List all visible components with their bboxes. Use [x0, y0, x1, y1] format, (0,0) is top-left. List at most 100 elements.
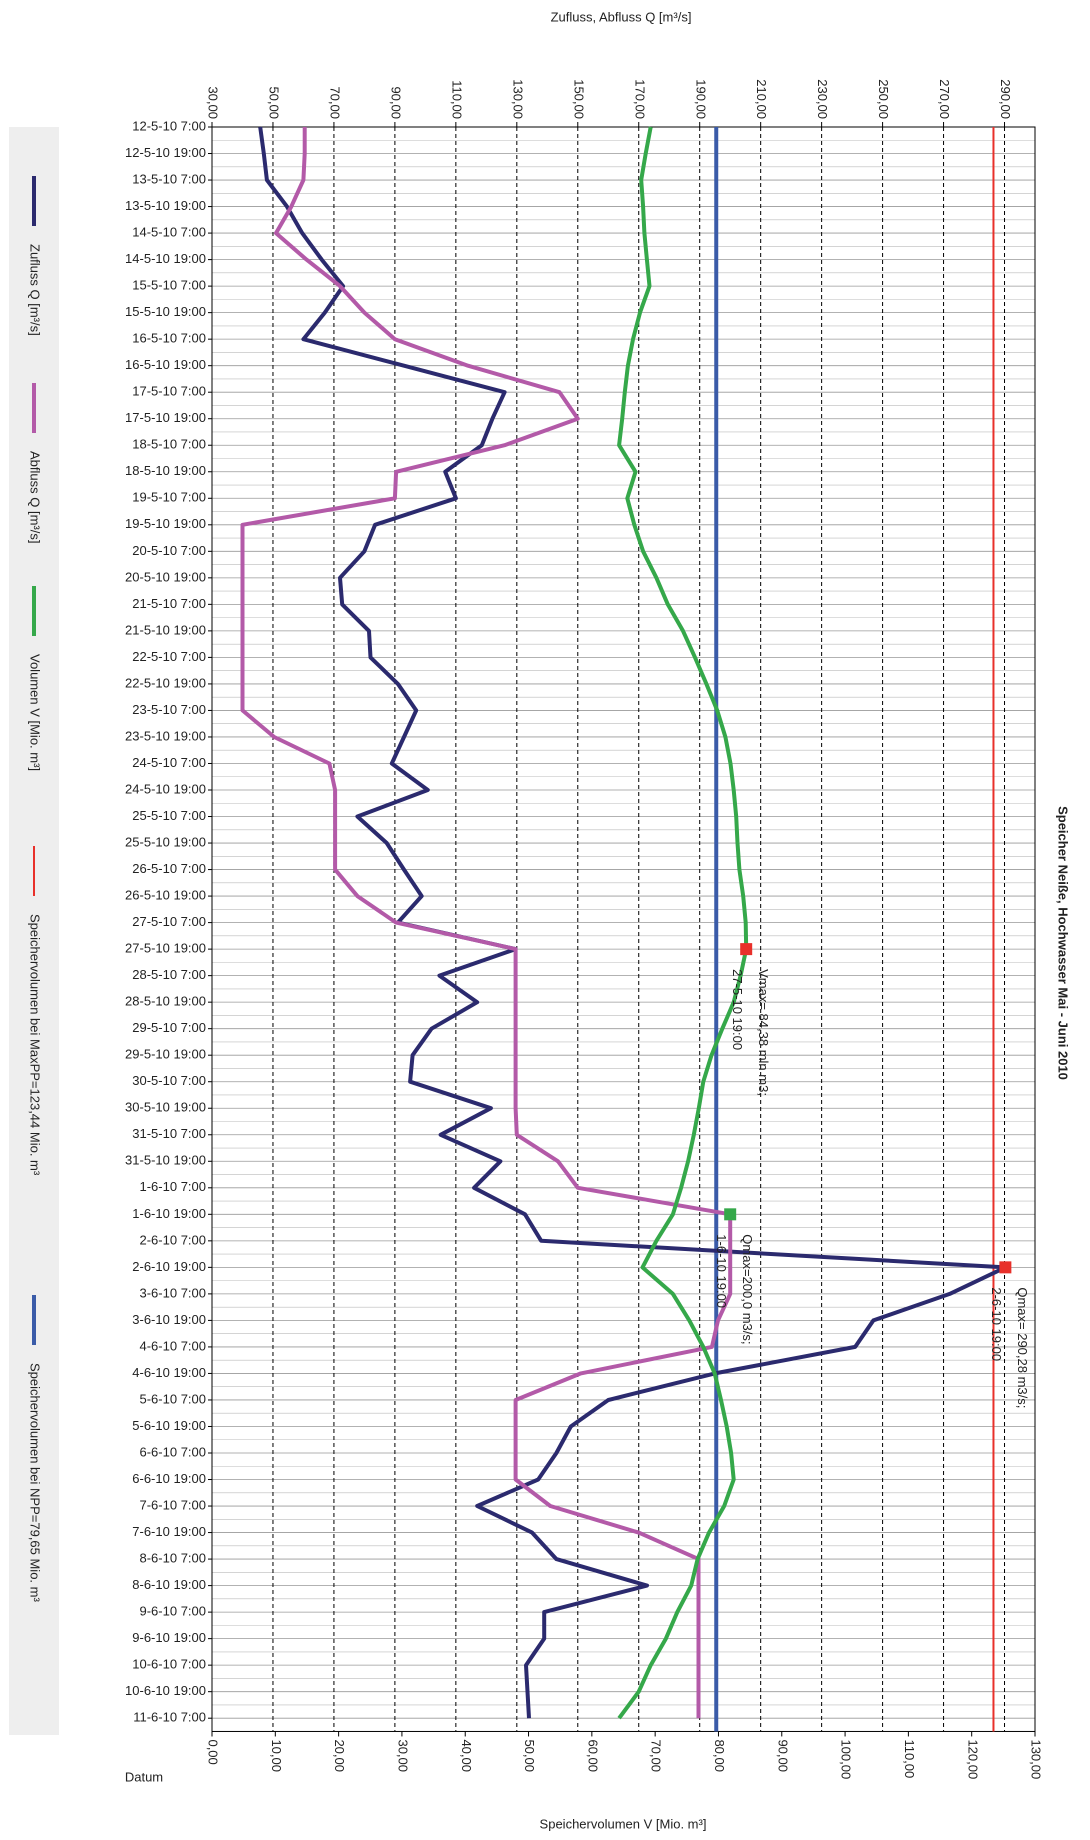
legend-label: Speichervolumen bei MaxPP=123,44 Mio. m³ [28, 914, 43, 1176]
series-line [240, 127, 733, 1719]
max-marker [740, 943, 753, 956]
y-tick-label: 270,00 [937, 79, 952, 119]
x-tick-label: 11-6-10 7:00 [133, 1710, 206, 1725]
y-tick-label: 190,00 [693, 79, 708, 119]
x-tick-label: 4-6-10 19:00 [132, 1365, 206, 1380]
x-tick-label: 19-5-10 7:00 [132, 490, 206, 505]
x-tick-label: 7-6-10 7:00 [140, 1497, 207, 1512]
x-tick-label: 1-6-10 7:00 [140, 1179, 207, 1194]
plot-frame [211, 126, 1036, 1732]
x-tick-label: 3-6-10 7:00 [140, 1285, 207, 1300]
legend-label: Speichervolumen bei NPP=79,65 Mio. m³ [28, 1363, 43, 1602]
x-tick-label: 23-5-10 19:00 [125, 728, 206, 743]
x-tick-label: 8-6-10 19:00 [132, 1577, 206, 1592]
x-tick-label: 9-6-10 19:00 [132, 1630, 206, 1645]
x-tick-label: 10-6-10 19:00 [125, 1683, 206, 1698]
x-tick-label: 2-6-10 7:00 [140, 1232, 207, 1247]
x-tick-label: 9-6-10 7:00 [140, 1604, 207, 1619]
x-tick-label: 17-5-10 7:00 [132, 384, 206, 399]
x-tick-label: 16-5-10 19:00 [125, 357, 206, 372]
y2-tick-label: 60,00 [585, 1739, 600, 1772]
x-tick-label: 29-5-10 19:00 [125, 1047, 206, 1062]
x-tick-label: 13-5-10 19:00 [125, 198, 206, 213]
series-line [617, 126, 749, 1720]
y-tick-label: 110,00 [449, 80, 464, 119]
y-tick-label: 90,00 [388, 86, 403, 119]
x-tick-label: 3-6-10 19:00 [132, 1312, 206, 1327]
x-tick-label: 20-5-10 7:00 [132, 543, 206, 558]
y2-tick-label: 130,00 [1029, 1739, 1044, 1779]
y-tick-label: 70,00 [327, 86, 342, 119]
x-tick-label: 22-5-10 7:00 [132, 649, 206, 664]
y-tick-label: 130,00 [510, 79, 525, 119]
max-marker [999, 1261, 1012, 1274]
x-tick-label: 10-6-10 7:00 [132, 1657, 206, 1672]
annotation: 2-6-10 19:00 [989, 1287, 1004, 1361]
x-tick-label: 7-6-10 19:00 [132, 1524, 206, 1539]
x-tick-label: 18-5-10 7:00 [132, 437, 206, 452]
annotation: 1-6-10 19:00 [714, 1234, 729, 1308]
x-tick-label: 28-5-10 7:00 [132, 967, 206, 982]
y2-tick-label: 110,00 [902, 1739, 917, 1778]
x-tick-label: 28-5-10 19:00 [125, 994, 206, 1009]
y2-tick-label: 80,00 [712, 1739, 727, 1772]
x-tick-label: 4-6-10 7:00 [140, 1338, 207, 1353]
x-tick-label: 21-5-10 19:00 [125, 622, 206, 637]
x-tick-label: 31-5-10 7:00 [132, 1126, 206, 1141]
y-tick-label: 230,00 [815, 79, 830, 119]
x-tick-label: 26-5-10 19:00 [125, 888, 206, 903]
y2-tick-label: 20,00 [332, 1739, 347, 1772]
x-tick-label: 12-5-10 19:00 [125, 145, 206, 160]
y2-tick-label: 100,00 [839, 1739, 854, 1779]
x-tick-label: 8-6-10 7:00 [140, 1551, 207, 1566]
annotation: Vmax= 84,38 mln m3; [756, 969, 771, 1096]
x-tick-label: 30-5-10 7:00 [132, 1073, 206, 1088]
x-tick-label: 23-5-10 7:00 [132, 702, 206, 717]
x-tick-label: 27-5-10 19:00 [125, 941, 206, 956]
x-tick-label: 15-5-10 7:00 [132, 278, 206, 293]
y2-tick-label: 0,00 [206, 1739, 221, 1764]
x-tick-label: 13-5-10 7:00 [132, 171, 206, 186]
y-tick-label: 50,00 [267, 86, 282, 119]
x-tick-label: 20-5-10 19:00 [125, 569, 206, 584]
y-tick-label: 30,00 [206, 86, 221, 119]
y2-tick-label: 120,00 [965, 1739, 980, 1779]
x-tick-label: 27-5-10 7:00 [132, 914, 206, 929]
x-tick-label: 26-5-10 7:00 [132, 861, 206, 876]
y2-tick-label: 70,00 [649, 1739, 664, 1772]
legend-label: Zufluss Q [m³/s] [28, 244, 43, 336]
y-tick-label: 250,00 [876, 79, 891, 119]
x-tick-label: 24-5-10 19:00 [125, 781, 206, 796]
x-tick-label: 25-5-10 19:00 [125, 834, 206, 849]
x-tick-label: 5-6-10 19:00 [132, 1418, 206, 1433]
x-tick-label: 5-6-10 7:00 [140, 1391, 207, 1406]
y-tick-label: 150,00 [571, 79, 586, 119]
y2-axis-title: Speichervolumen V [Mio. m³] [540, 1816, 707, 1831]
y2-tick-label: 50,00 [522, 1739, 537, 1772]
y2-tick-label: 90,00 [775, 1739, 790, 1772]
y-tick-label: 210,00 [754, 79, 769, 119]
x-tick-label: 6-6-10 7:00 [140, 1444, 207, 1459]
y-axis-title: Zufluss, Abfluss Q [m³/s] [551, 9, 692, 24]
x-tick-label: 17-5-10 19:00 [125, 410, 206, 425]
x-tick-label: 14-5-10 19:00 [125, 251, 206, 266]
x-tick-label: 30-5-10 19:00 [125, 1100, 206, 1115]
y2-tick-label: 40,00 [459, 1739, 474, 1772]
x-tick-label: 22-5-10 19:00 [125, 675, 206, 690]
x-tick-label: 2-6-10 19:00 [132, 1259, 206, 1274]
chart-title: Speicher Neiße, Hochwasser Mai - Juni 20… [1056, 806, 1071, 1080]
legend-label: Volumen V [Mio. m³] [28, 654, 43, 771]
x-tick-label: 18-5-10 19:00 [125, 463, 206, 478]
x-axis-title: Datum [125, 1769, 163, 1784]
y-tick-label: 170,00 [632, 79, 647, 119]
x-tick-label: 6-6-10 19:00 [132, 1471, 206, 1486]
annotation: Qmax=200,0 m3/s; [740, 1234, 755, 1344]
x-tick-label: 12-5-10 7:00 [132, 118, 206, 133]
x-tick-label: 21-5-10 7:00 [132, 596, 206, 611]
y-tick-label: 290,00 [998, 79, 1013, 119]
x-tick-label: 31-5-10 19:00 [125, 1153, 206, 1168]
y2-tick-label: 10,00 [269, 1739, 284, 1772]
legend-label: Abfluss Q [m³/s] [28, 451, 43, 543]
x-tick-label: 19-5-10 19:00 [125, 516, 206, 531]
x-tick-label: 14-5-10 7:00 [132, 225, 206, 240]
